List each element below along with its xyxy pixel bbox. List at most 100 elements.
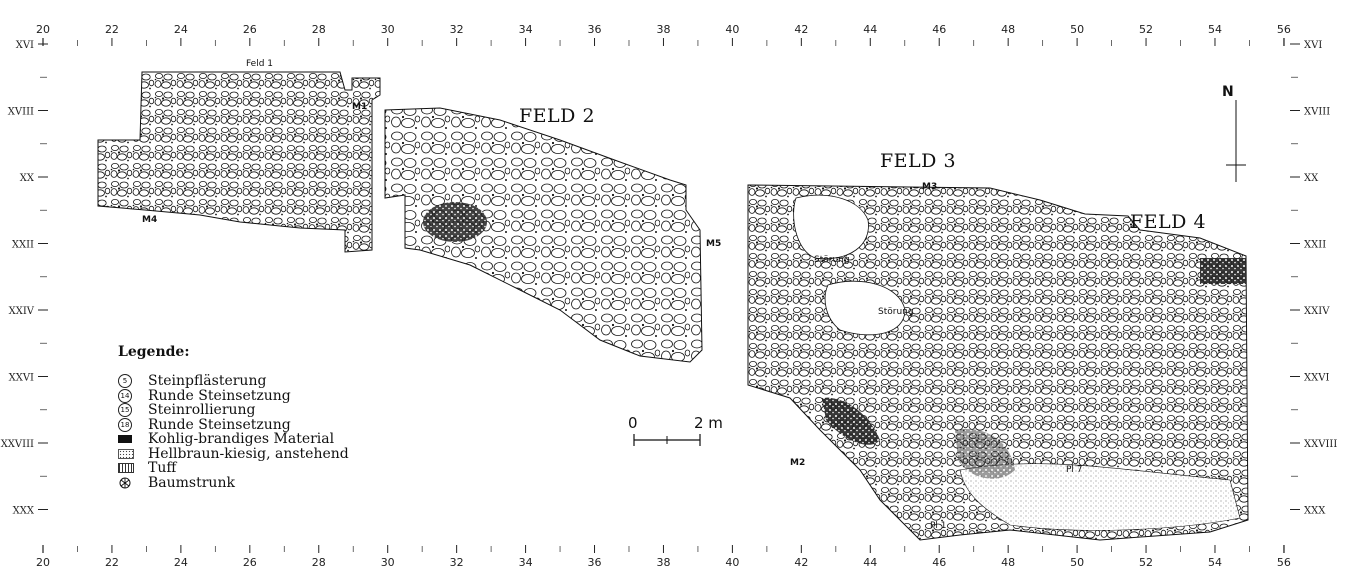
legend-item: Kohlig-brandiges Material [118, 432, 418, 447]
top-axis-ticks: 20 22 24 26 28 30 32 34 36 38 40 42 44 46 48 50 52 54 56 [36, 23, 1291, 46]
north-arrow-icon [1226, 100, 1246, 182]
x-tick-label-bottom: 48 [1001, 556, 1015, 569]
feld-3-label: FELD 3 [880, 150, 956, 172]
x-tick-label-top: 36 [588, 23, 602, 36]
x-tick-label-top: 40 [725, 23, 739, 36]
y-tick-label-right: XXX [1304, 506, 1326, 517]
x-tick-label-bottom: 38 [656, 556, 670, 569]
y-tick-label-right: XXIV [1304, 306, 1330, 317]
x-tick-label-bottom: 56 [1277, 556, 1291, 569]
tuff-fill-swatch-icon [118, 463, 134, 474]
scale-bar [633, 434, 701, 446]
wall-marker-m2: M2 [790, 458, 805, 468]
x-tick-label-bottom: 40 [725, 556, 739, 569]
y-tick-label-right: XXII [1304, 240, 1326, 251]
y-tick-label-left: XXVIII [1, 439, 34, 450]
scale-end-label: 2 m [694, 414, 723, 432]
feld-4-label: FELD 4 [1130, 211, 1206, 233]
x-tick-label-bottom: 30 [381, 556, 395, 569]
legend-item-label: Steinrollierung [148, 402, 256, 419]
legend-item: Baumstrunk [118, 476, 418, 491]
y-tick-label-left: XX [20, 173, 35, 184]
x-tick-label-bottom: 52 [1139, 556, 1153, 569]
legend-item: 18 Runde Steinsetzung [118, 416, 418, 433]
legend-item-label: Kohlig-brandiges Material [148, 431, 335, 448]
feld-2-label: FELD 2 [519, 105, 595, 127]
wall-marker-m4: M4 [142, 215, 157, 225]
y-tick-label-left: XVIII [8, 107, 34, 118]
y-tick-label-left: XXX [13, 506, 35, 517]
legend-item: 5 Steinpflästerung [118, 374, 418, 389]
y-tick-label-left: XVI [16, 40, 34, 51]
x-tick-label-top: 48 [1001, 23, 1015, 36]
numbered-circle-icon: 15 [118, 403, 132, 418]
legend-item: Hellbraun-kiesig, anstehend [118, 447, 418, 462]
x-tick-label-top: 52 [1139, 23, 1153, 36]
numbered-circle-icon: 5 [118, 374, 132, 389]
x-tick-label-bottom: 44 [863, 556, 877, 569]
x-tick-label-top: 28 [312, 23, 326, 36]
y-tick-label-right: XX [1304, 173, 1319, 184]
pl7-label: Pl 7 [1066, 465, 1083, 475]
legend-title: Legende: [118, 344, 190, 360]
x-tick-label-bottom: 34 [519, 556, 533, 569]
x-tick-label-top: 24 [174, 23, 188, 36]
y-tick-label-right: XXVIII [1304, 439, 1337, 450]
wall-marker-m3: M3 [922, 182, 937, 192]
y-tick-label-left: XXII [12, 240, 34, 251]
scale-start-label: 0 [628, 414, 638, 432]
x-tick-label-top: 34 [519, 23, 533, 36]
left-axis-ticks: XVI XVIII XX XXII XXIV XXVI XXVIII XXX [1, 40, 48, 517]
legend-item-label: Baumstrunk [148, 474, 235, 491]
x-tick-label-bottom: 24 [174, 556, 188, 569]
feld-1-area [97, 71, 381, 253]
stoerung-label-1: Störung [814, 255, 850, 265]
x-tick-label-top: 20 [36, 23, 50, 36]
x-tick-label-top: 42 [794, 23, 808, 36]
pl1-label: Pl 1 [930, 521, 947, 531]
x-tick-label-bottom: 54 [1208, 556, 1222, 569]
y-tick-label-left: XXIV [9, 306, 35, 317]
feld-2-area [384, 107, 703, 363]
numbered-circle-icon: 18 [118, 417, 132, 432]
x-tick-label-top: 26 [243, 23, 257, 36]
x-tick-label-top: 22 [105, 23, 119, 36]
legend-item: Tuff [118, 461, 418, 476]
legend-item-label: Runde Steinsetzung [148, 416, 291, 433]
x-tick-label-top: 56 [1277, 23, 1291, 36]
x-tick-label-top: 32 [450, 23, 464, 36]
feld-1-label: Feld 1 [246, 59, 273, 69]
y-tick-label-right: XVI [1304, 40, 1322, 51]
legend-item: 14 Runde Steinsetzung [118, 387, 418, 404]
x-tick-label-top: 38 [656, 23, 670, 36]
y-tick-label-right: XXVI [1304, 373, 1329, 384]
x-tick-label-bottom: 26 [243, 556, 257, 569]
x-tick-label-bottom: 46 [932, 556, 946, 569]
legend-item-label: Tuff [148, 460, 177, 477]
x-tick-label-bottom: 50 [1070, 556, 1084, 569]
x-tick-label-top: 54 [1208, 23, 1222, 36]
charcoal-area [423, 202, 487, 242]
legend: Legende: 5 Steinpflästerung 14 Runde Ste… [118, 344, 418, 490]
x-tick-label-bottom: 32 [450, 556, 464, 569]
wall-marker-m5: M5 [706, 239, 721, 249]
x-tick-label-top: 50 [1070, 23, 1084, 36]
black-fill-swatch-icon [118, 435, 132, 444]
x-tick-label-bottom: 36 [588, 556, 602, 569]
dots-fill-swatch-icon [118, 448, 134, 459]
x-tick-label-top: 46 [932, 23, 946, 36]
legend-item-label: Hellbraun-kiesig, anstehend [148, 445, 349, 462]
y-tick-label-left: XXVI [9, 373, 34, 384]
legend-item-label: Runde Steinsetzung [148, 387, 291, 404]
x-tick-label-top: 30 [381, 23, 395, 36]
north-label: N [1222, 84, 1234, 100]
legend-item: 15 Steinrollierung [118, 403, 418, 418]
tree-stump-icon [119, 477, 131, 489]
feld-3-4-area [747, 184, 1249, 541]
stoerung-label-2: Störung [878, 307, 914, 317]
right-axis-ticks: XVI XVIII XX XXII XXIV XXVI XXVIII XXX [1290, 40, 1337, 517]
wall-marker-m1: M1 [352, 102, 367, 112]
y-tick-label-right: XVIII [1304, 107, 1330, 118]
legend-item-label: Steinpflästerung [148, 373, 267, 390]
